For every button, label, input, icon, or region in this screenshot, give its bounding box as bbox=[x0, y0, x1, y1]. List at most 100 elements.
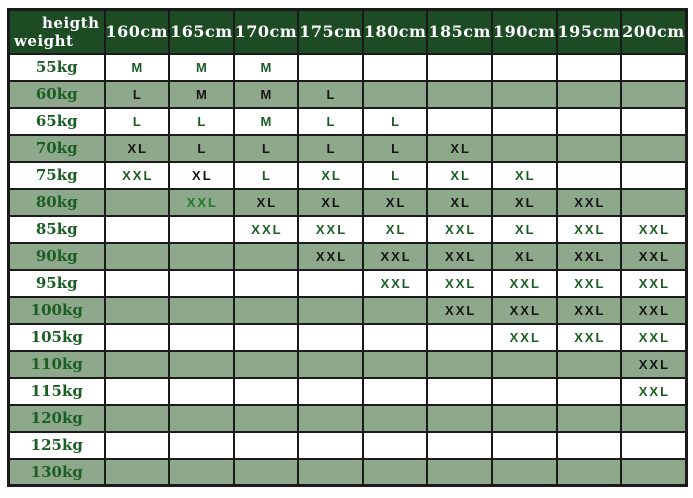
size-cell bbox=[168, 214, 235, 244]
size-cell bbox=[490, 376, 558, 406]
size-cell bbox=[620, 79, 688, 109]
table-row: 60kg L M M L bbox=[7, 79, 688, 109]
size-cell: XL bbox=[297, 160, 364, 190]
column-header: 190cm bbox=[490, 8, 558, 55]
size-cell bbox=[490, 133, 558, 163]
size-cell bbox=[103, 241, 171, 271]
table-row: 95kg XXL XXL XXL XXL XXL bbox=[7, 268, 688, 298]
size-cell bbox=[232, 403, 300, 433]
size-cell bbox=[490, 349, 558, 379]
weight-label: 65kg bbox=[7, 106, 106, 136]
size-cell bbox=[555, 79, 623, 109]
size-chart-table: heigth weight 160cm 165cm 170cm 175cm 180cm 1… bbox=[7, 8, 688, 487]
size-cell: XXL bbox=[490, 322, 558, 352]
size-cell bbox=[490, 430, 558, 460]
corner-cell: heigth weight bbox=[7, 8, 106, 55]
table-row: 55kg M M M bbox=[7, 52, 688, 82]
size-cell: XL bbox=[168, 160, 235, 190]
size-cell: L bbox=[168, 133, 235, 163]
size-cell: XXL bbox=[555, 295, 623, 325]
weight-label: 125kg bbox=[7, 430, 106, 460]
size-cell bbox=[490, 106, 558, 136]
size-cell bbox=[620, 430, 688, 460]
size-cell: XL bbox=[297, 187, 364, 217]
size-cell bbox=[426, 376, 493, 406]
size-cell bbox=[232, 241, 300, 271]
size-cell bbox=[361, 349, 429, 379]
size-cell bbox=[555, 52, 623, 82]
size-cell bbox=[232, 322, 300, 352]
size-cell bbox=[232, 457, 300, 487]
size-cell: L bbox=[361, 106, 429, 136]
column-header: 185cm bbox=[426, 8, 493, 55]
column-header: 195cm bbox=[555, 8, 623, 55]
size-cell: L bbox=[297, 106, 364, 136]
size-cell: XXL bbox=[620, 295, 688, 325]
header-row: heigth weight 160cm 165cm 170cm 175cm 180cm 1… bbox=[7, 8, 688, 55]
size-cell: XL bbox=[490, 241, 558, 271]
size-cell: XXL bbox=[426, 241, 493, 271]
table-row: 120kg bbox=[7, 403, 688, 433]
size-cell: XXL bbox=[361, 241, 429, 271]
weight-label: 100kg bbox=[7, 295, 106, 325]
weight-label: 110kg bbox=[7, 349, 106, 379]
size-cell bbox=[297, 430, 364, 460]
size-cell bbox=[361, 376, 429, 406]
corner-weight-label: weight bbox=[14, 31, 74, 50]
size-cell bbox=[620, 403, 688, 433]
size-cell bbox=[361, 52, 429, 82]
size-cell bbox=[168, 241, 235, 271]
size-cell bbox=[103, 322, 171, 352]
size-cell: XXL bbox=[297, 214, 364, 244]
size-cell: L bbox=[103, 106, 171, 136]
size-cell bbox=[297, 376, 364, 406]
size-cell bbox=[103, 457, 171, 487]
size-cell: XXL bbox=[620, 349, 688, 379]
size-cell bbox=[103, 403, 171, 433]
size-cell: XXL bbox=[103, 160, 171, 190]
size-cell: M bbox=[168, 79, 235, 109]
size-cell: XL bbox=[426, 160, 493, 190]
size-cell bbox=[555, 160, 623, 190]
table-row: 115kg XXL bbox=[7, 376, 688, 406]
size-cell bbox=[361, 457, 429, 487]
size-cell: XL bbox=[426, 187, 493, 217]
size-cell bbox=[297, 295, 364, 325]
size-cell: XL bbox=[490, 214, 558, 244]
size-cell: XXL bbox=[361, 268, 429, 298]
size-cell: XXL bbox=[426, 295, 493, 325]
weight-label: 55kg bbox=[7, 52, 106, 82]
size-cell bbox=[361, 430, 429, 460]
size-cell bbox=[168, 457, 235, 487]
size-cell: M bbox=[232, 52, 300, 82]
size-cell: XXL bbox=[555, 322, 623, 352]
size-cell bbox=[620, 52, 688, 82]
column-header: 165cm bbox=[168, 8, 235, 55]
size-cell: XXL bbox=[232, 214, 300, 244]
size-cell bbox=[555, 457, 623, 487]
weight-label: 90kg bbox=[7, 241, 106, 271]
size-cell: L bbox=[232, 133, 300, 163]
size-cell: L bbox=[232, 160, 300, 190]
weight-label: 115kg bbox=[7, 376, 106, 406]
column-header: 175cm bbox=[297, 8, 364, 55]
size-cell: XXL bbox=[620, 241, 688, 271]
size-cell bbox=[426, 79, 493, 109]
size-cell bbox=[103, 187, 171, 217]
size-cell: XL bbox=[361, 214, 429, 244]
size-cell bbox=[168, 430, 235, 460]
weight-label: 60kg bbox=[7, 79, 106, 109]
size-cell: XXL bbox=[620, 322, 688, 352]
size-cell: XXL bbox=[620, 268, 688, 298]
weight-label: 95kg bbox=[7, 268, 106, 298]
size-cell bbox=[297, 52, 364, 82]
size-cell: XL bbox=[103, 133, 171, 163]
size-cell bbox=[168, 349, 235, 379]
size-cell: XXL bbox=[620, 376, 688, 406]
size-cell bbox=[103, 295, 171, 325]
size-cell bbox=[490, 52, 558, 82]
weight-label: 85kg bbox=[7, 214, 106, 244]
size-cell bbox=[555, 403, 623, 433]
size-cell: XXL bbox=[426, 268, 493, 298]
size-cell bbox=[103, 349, 171, 379]
